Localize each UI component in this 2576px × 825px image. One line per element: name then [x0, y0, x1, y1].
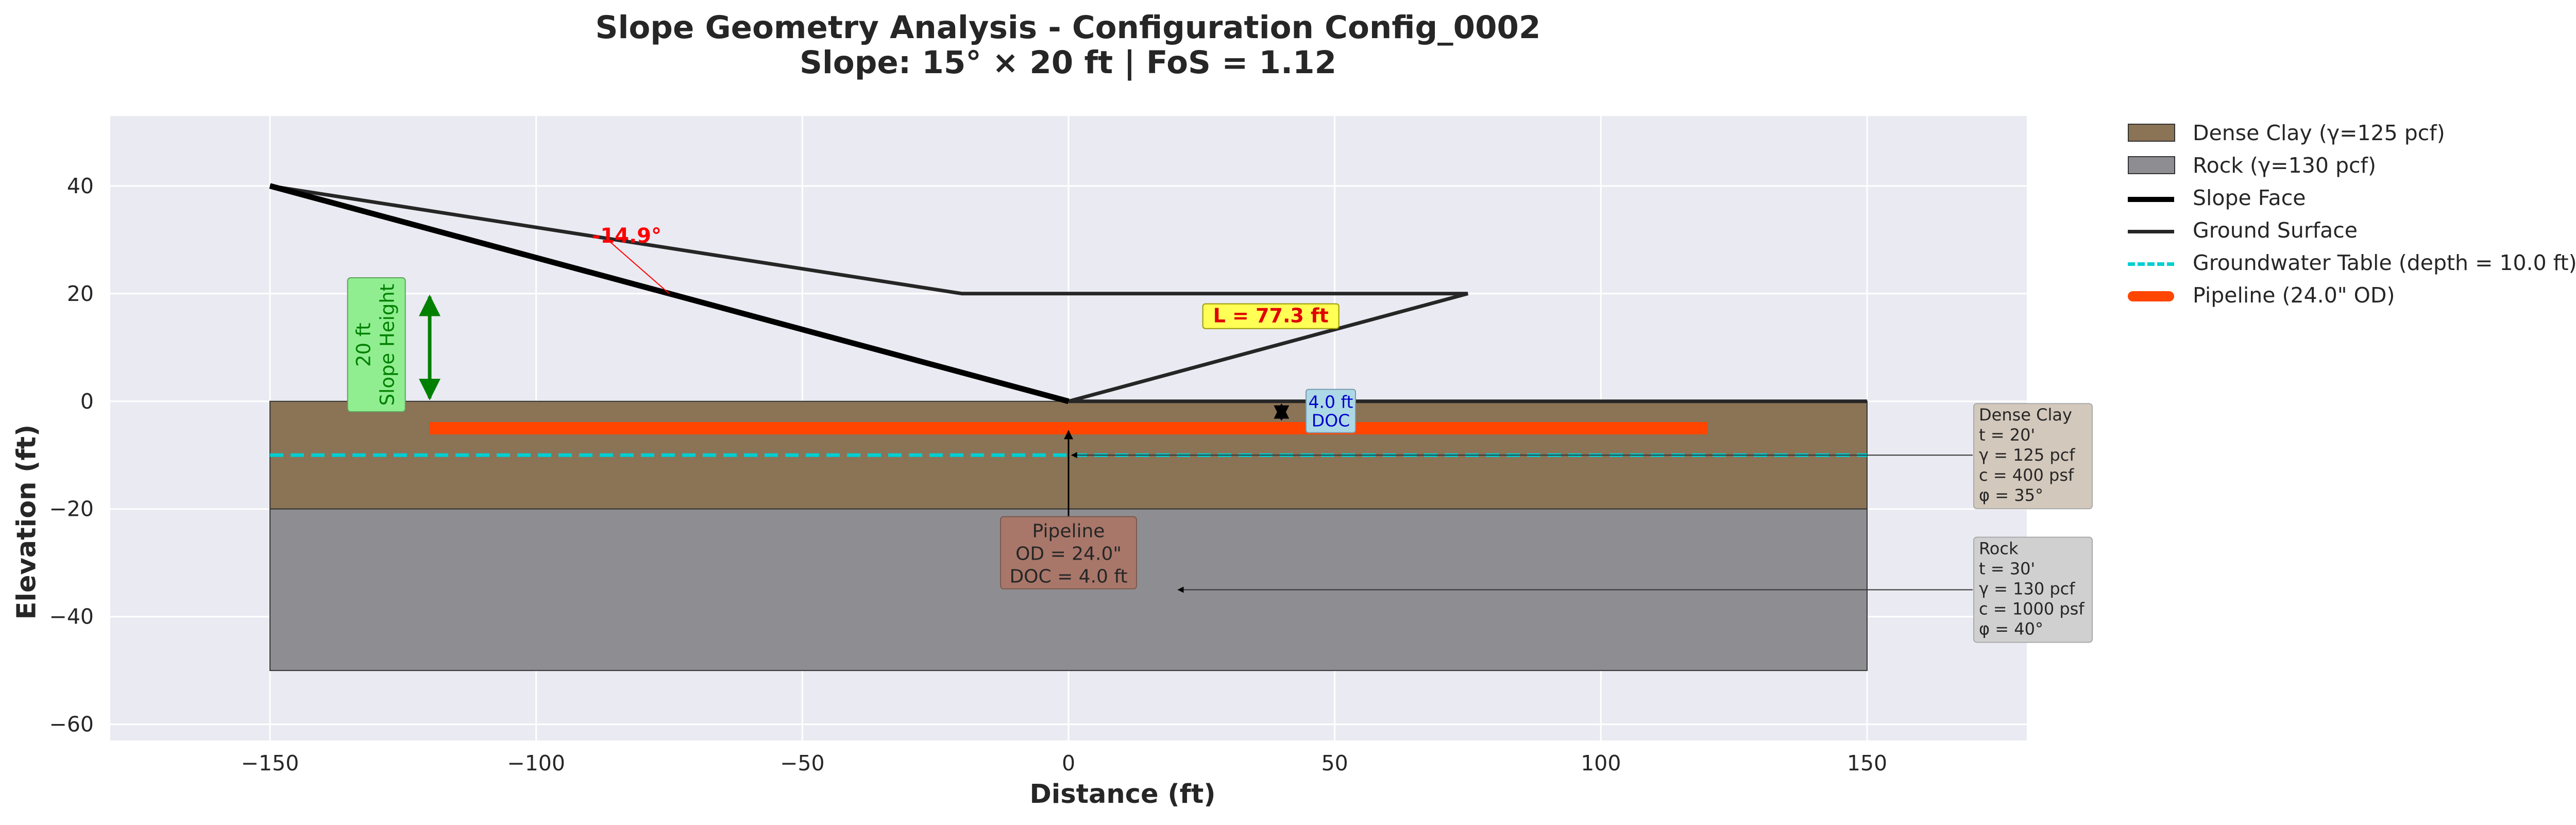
- x-axis-label: Distance (ft): [1029, 779, 1216, 810]
- legend-label: Rock (γ=130 pcf): [2193, 153, 2376, 178]
- dense-clay-label-line: γ = 125 pcf: [1979, 445, 2075, 465]
- legend-swatch-icon: [2128, 254, 2174, 274]
- y-tick-label: 0: [80, 389, 94, 414]
- y-tick-label: 40: [67, 174, 94, 198]
- rock-label-line: c = 1000 psf: [1979, 599, 2084, 618]
- dense-clay-label-line: t = 20': [1979, 425, 2035, 445]
- legend-swatch-icon: [2128, 156, 2175, 177]
- pipeline-box: [1000, 516, 1137, 590]
- legend-swatch-shape: [2128, 156, 2175, 174]
- pipeline-label-line: DOC = 4.0 ft: [1009, 566, 1127, 587]
- x-tick-label: 150: [1847, 751, 1887, 776]
- y-tick-label: −60: [49, 712, 94, 737]
- legend-swatch-icon: [2128, 286, 2174, 307]
- length-label: L = 77.3 ft: [1213, 305, 1329, 327]
- rock-box: [1973, 536, 2093, 643]
- rock-label-line: t = 30': [1979, 559, 2035, 578]
- slope-height-value: 20 ft: [353, 323, 375, 367]
- y-axis-label: Elevation (ft): [11, 424, 42, 620]
- legend-label: Groundwater Table (depth = 10.0 ft): [2193, 250, 2576, 275]
- pipeline-label-line: Pipeline: [1032, 521, 1105, 542]
- rock-label-line: Rock: [1979, 538, 2019, 558]
- doc-value: 4.0 ft: [1309, 392, 1353, 412]
- annotations: -14.9° L = 77.3 ft 20 ft Slope Height 4.0 ft…: [347, 224, 2093, 643]
- legend-label: Slope Face: [2193, 186, 2306, 210]
- slope-height-box: [347, 277, 406, 413]
- doc-caption: DOC: [1312, 411, 1350, 431]
- y-tick-label: 20: [67, 281, 94, 306]
- rock-label-line: φ = 40°: [1979, 619, 2043, 638]
- legend-swatch-shape: [2128, 291, 2174, 301]
- legend-label: Ground Surface: [2193, 218, 2358, 243]
- x-tick-label: 100: [1581, 751, 1621, 776]
- angle-label: -14.9°: [592, 224, 662, 248]
- angle-pointer: [610, 242, 670, 294]
- chart-subtitle: Slope: 15° × 20 ft | FoS = 1.12: [799, 44, 1337, 81]
- rock-label-line: γ = 130 pcf: [1979, 579, 2075, 598]
- y-tick-label: −20: [49, 497, 94, 521]
- dense-clay-label-line: c = 400 psf: [1979, 465, 2074, 485]
- chart-title: Slope Geometry Analysis - Configuration …: [595, 9, 1541, 46]
- y-tick-label: −40: [49, 604, 94, 629]
- slope-height-caption: Slope Height: [377, 284, 399, 406]
- x-tick-label: −150: [241, 751, 299, 776]
- legend-swatch-shape: [2128, 262, 2174, 266]
- legend-swatch-shape: [2128, 197, 2174, 202]
- legend-swatch-icon: [2128, 221, 2174, 242]
- doc-box: [1306, 389, 1356, 433]
- dense-clay-label-line: Dense Clay: [1979, 405, 2072, 425]
- legend-swatch-icon: [2128, 124, 2175, 144]
- length-box: [1202, 303, 1340, 329]
- axis-ticks: −150 −100 −50 0 50 100 150 −60 −40 −20 0 20 40: [49, 174, 1887, 776]
- x-tick-label: 0: [1062, 751, 1075, 776]
- dense-clay-box: [1973, 403, 2093, 510]
- slope-height-label: 20 ft Slope Height: [347, 277, 406, 413]
- dense-clay-label-line: φ = 35°: [1979, 485, 2043, 505]
- x-tick-label: 50: [1321, 751, 1348, 776]
- x-tick-label: −100: [507, 751, 565, 776]
- legend-label: Pipeline (24.0" OD): [2193, 283, 2395, 308]
- legend-swatch-icon: [2128, 189, 2174, 209]
- x-tick-label: −50: [780, 751, 825, 776]
- pipeline-label-line: OD = 24.0": [1015, 544, 1122, 565]
- legend-swatch-shape: [2128, 124, 2175, 142]
- legend-swatch-shape: [2128, 230, 2174, 233]
- legend-label: Dense Clay (γ=125 pcf): [2193, 121, 2445, 145]
